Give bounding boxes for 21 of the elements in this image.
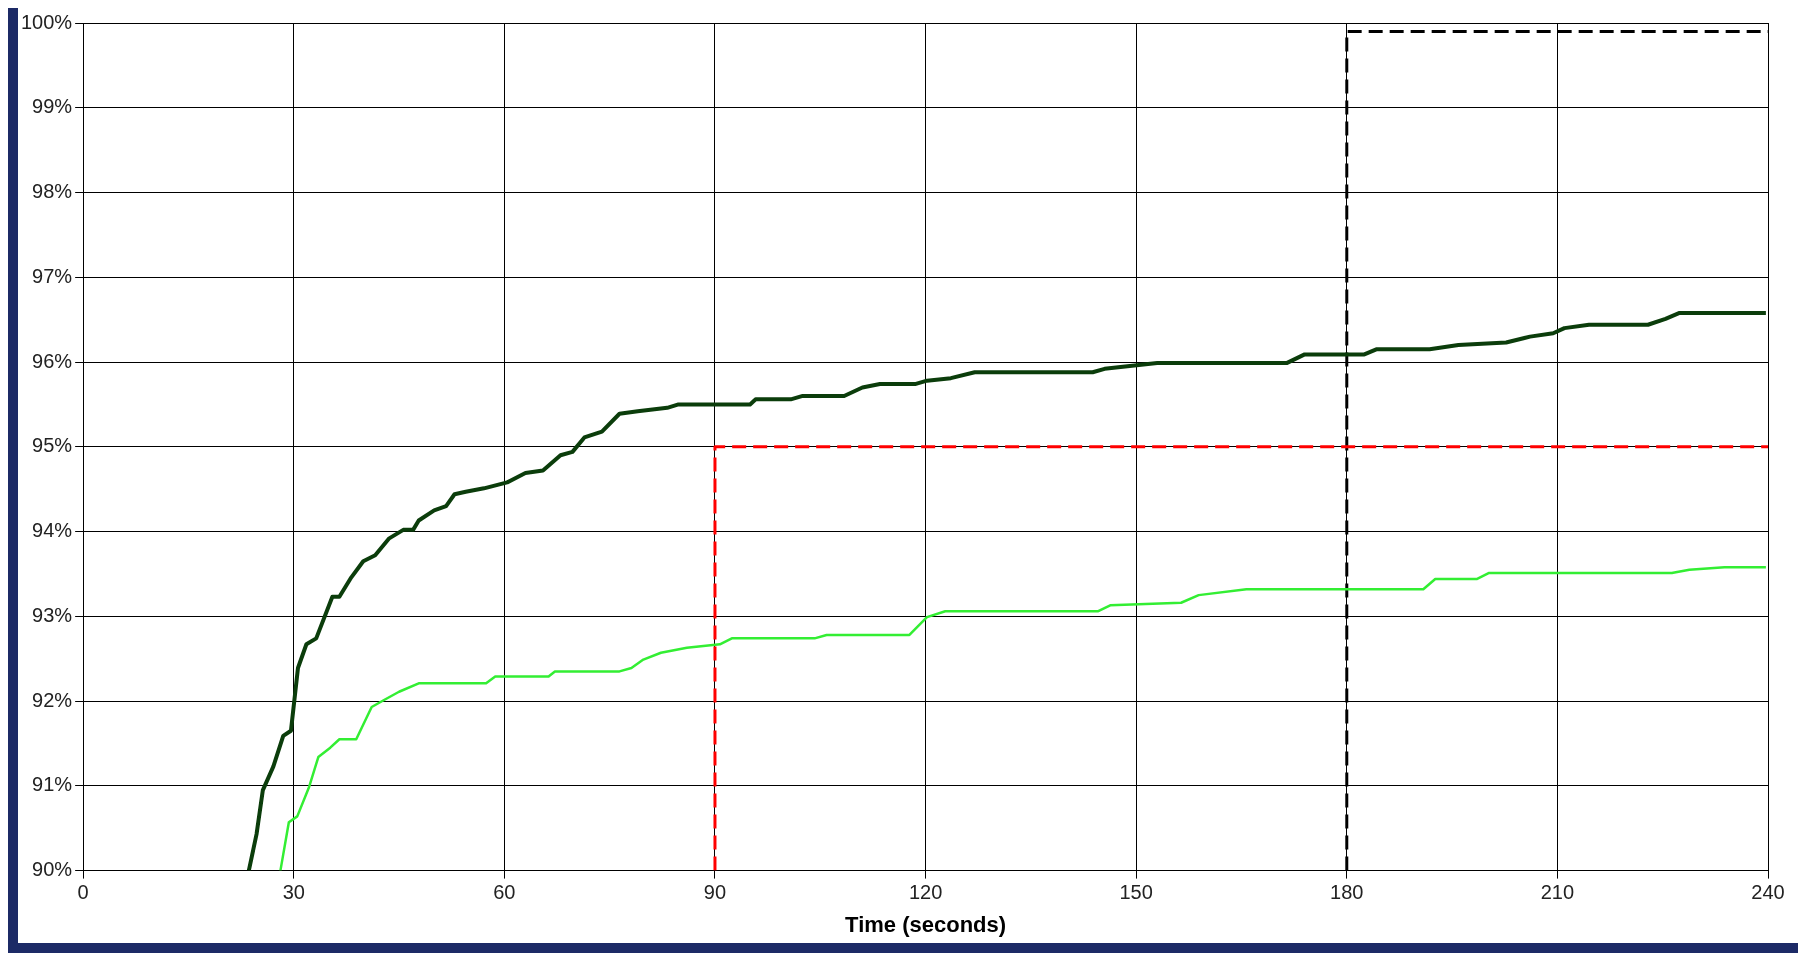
x-tick-label: 0: [77, 881, 89, 904]
x-tick-label: 180: [1330, 881, 1364, 904]
y-tick-label: 99%: [32, 95, 73, 118]
x-axis-title: Time (seconds): [845, 911, 1007, 937]
x-tick-label: 150: [1119, 881, 1153, 904]
y-tick-label: 93%: [32, 603, 73, 626]
x-tick-label: 90: [703, 881, 727, 904]
y-tick-label: 95%: [32, 434, 73, 457]
y-tick-label: 94%: [32, 519, 73, 542]
x-tick-label: 210: [1540, 881, 1575, 904]
y-tick-label: 96%: [32, 349, 73, 372]
y-tick-label: 98%: [32, 180, 73, 203]
x-tick-label: 30: [282, 881, 305, 904]
y-tick-label: 97%: [32, 264, 73, 287]
x-tick-label: 120: [908, 881, 943, 904]
y-tick-label: 91%: [32, 773, 73, 796]
y-tick-label: 90%: [32, 858, 73, 881]
x-tick-label: 240: [1751, 881, 1785, 904]
x-tick-label: 60: [493, 881, 516, 904]
y-tick-label: 92%: [32, 688, 73, 711]
y-tick-label: 100%: [21, 10, 73, 33]
